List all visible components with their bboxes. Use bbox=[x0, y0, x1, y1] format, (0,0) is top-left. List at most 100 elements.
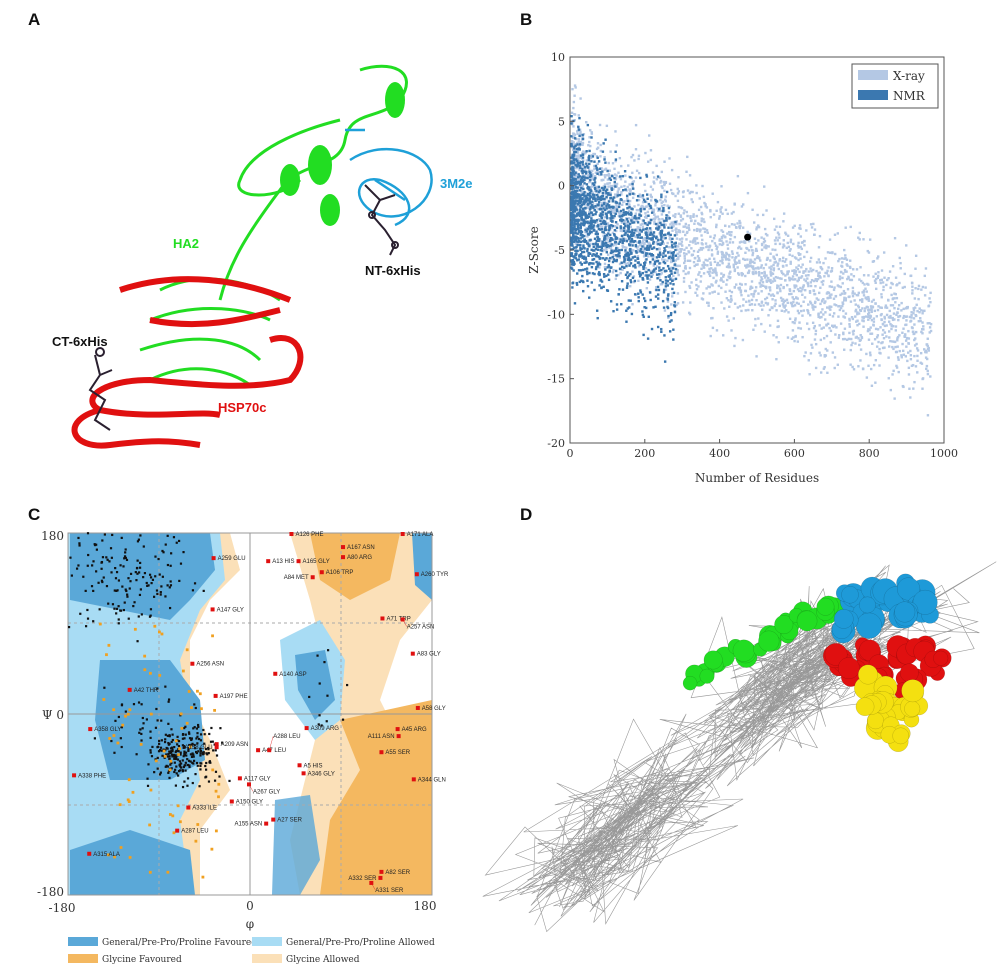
xray-point bbox=[695, 227, 699, 231]
xray-point bbox=[804, 351, 807, 354]
xray-point bbox=[843, 296, 846, 300]
xray-point bbox=[790, 292, 793, 296]
xray-point bbox=[841, 282, 844, 285]
xray-point bbox=[882, 288, 885, 292]
nmr-point bbox=[643, 200, 647, 203]
xray-point bbox=[749, 264, 752, 267]
xray-point bbox=[811, 321, 815, 324]
xray-point bbox=[801, 335, 804, 339]
xray-point bbox=[775, 225, 778, 228]
nmr-point bbox=[645, 270, 648, 274]
xray-point bbox=[755, 355, 758, 358]
xray-point bbox=[654, 215, 657, 219]
xray-point bbox=[606, 222, 610, 225]
nmr-point bbox=[625, 320, 628, 323]
xray-point bbox=[839, 322, 843, 325]
xray-point bbox=[736, 174, 740, 178]
xray-point bbox=[756, 213, 759, 217]
nmr-point bbox=[596, 235, 599, 239]
xray-point bbox=[924, 286, 927, 289]
xray-point bbox=[818, 316, 822, 319]
xray-point bbox=[616, 247, 620, 250]
xray-point bbox=[570, 111, 574, 115]
nmr-point bbox=[590, 204, 594, 207]
nmr-point bbox=[596, 168, 599, 171]
xray-point bbox=[659, 283, 663, 286]
xray-point bbox=[693, 239, 697, 243]
xray-point bbox=[888, 270, 892, 273]
xray-point bbox=[806, 277, 809, 280]
xray-point bbox=[579, 130, 582, 134]
xray-point bbox=[727, 319, 730, 322]
xray-point bbox=[928, 297, 931, 300]
nmr-point bbox=[651, 258, 655, 261]
nmr-point bbox=[592, 253, 595, 256]
xray-point bbox=[844, 256, 847, 260]
xray-point bbox=[802, 270, 805, 273]
xray-point bbox=[683, 209, 686, 212]
xray-point bbox=[687, 271, 690, 274]
nmr-point bbox=[623, 266, 626, 269]
xray-point bbox=[792, 242, 795, 246]
xray-point bbox=[687, 224, 690, 227]
xray-point bbox=[577, 114, 580, 117]
xray-point bbox=[668, 236, 672, 240]
nmr-point bbox=[575, 222, 578, 226]
xray-point bbox=[868, 351, 872, 354]
xray-point bbox=[683, 254, 686, 258]
xray-point bbox=[791, 329, 795, 332]
xray-point bbox=[631, 270, 634, 273]
nmr-point bbox=[616, 249, 619, 253]
xray-point bbox=[767, 292, 771, 296]
xray-point bbox=[819, 338, 823, 342]
nmr-point bbox=[592, 245, 595, 249]
xray-point bbox=[603, 200, 606, 203]
xray-point bbox=[606, 253, 610, 256]
xray-point bbox=[900, 356, 903, 359]
xray-point bbox=[731, 256, 734, 259]
nmr-point bbox=[588, 200, 591, 203]
xray-point bbox=[754, 249, 758, 252]
xray-point bbox=[786, 336, 790, 339]
nmr-point bbox=[573, 204, 576, 207]
wireframe-path bbox=[482, 713, 754, 933]
xray-point bbox=[718, 243, 721, 246]
xray-point bbox=[926, 369, 929, 373]
xray-point bbox=[778, 258, 782, 261]
xray-point bbox=[905, 323, 908, 326]
xray-point bbox=[573, 180, 576, 183]
nmr-point bbox=[598, 189, 602, 192]
xray-point bbox=[712, 257, 716, 260]
xray-point bbox=[880, 293, 883, 296]
nmr-point bbox=[631, 239, 634, 243]
xray-point bbox=[727, 262, 731, 266]
nmr-point bbox=[653, 260, 657, 264]
xray-point bbox=[775, 357, 778, 361]
xray-point bbox=[839, 270, 843, 274]
xray-point bbox=[834, 294, 838, 298]
nmr-point bbox=[570, 142, 573, 146]
xray-point bbox=[817, 246, 821, 249]
xray-point bbox=[712, 213, 716, 216]
nmr-point bbox=[628, 213, 631, 216]
xray-point bbox=[694, 219, 697, 223]
nmr-point bbox=[666, 294, 670, 297]
nmr-point bbox=[626, 271, 629, 274]
xray-point bbox=[824, 257, 827, 260]
xray-point bbox=[815, 297, 819, 300]
xray-point bbox=[829, 270, 833, 273]
xray-point bbox=[867, 318, 870, 321]
nmr-point bbox=[581, 175, 585, 179]
nmr-point bbox=[643, 263, 646, 267]
xray-point bbox=[843, 268, 847, 272]
xray-point bbox=[774, 299, 777, 302]
nmr-point bbox=[628, 230, 631, 233]
nmr-point bbox=[645, 240, 649, 243]
nmr-point bbox=[582, 218, 585, 221]
xray-point bbox=[605, 224, 608, 228]
xray-point bbox=[769, 270, 772, 274]
xray-point bbox=[883, 276, 886, 279]
xray-point bbox=[697, 273, 700, 276]
xray-point bbox=[715, 209, 718, 212]
xray-point bbox=[880, 269, 884, 272]
